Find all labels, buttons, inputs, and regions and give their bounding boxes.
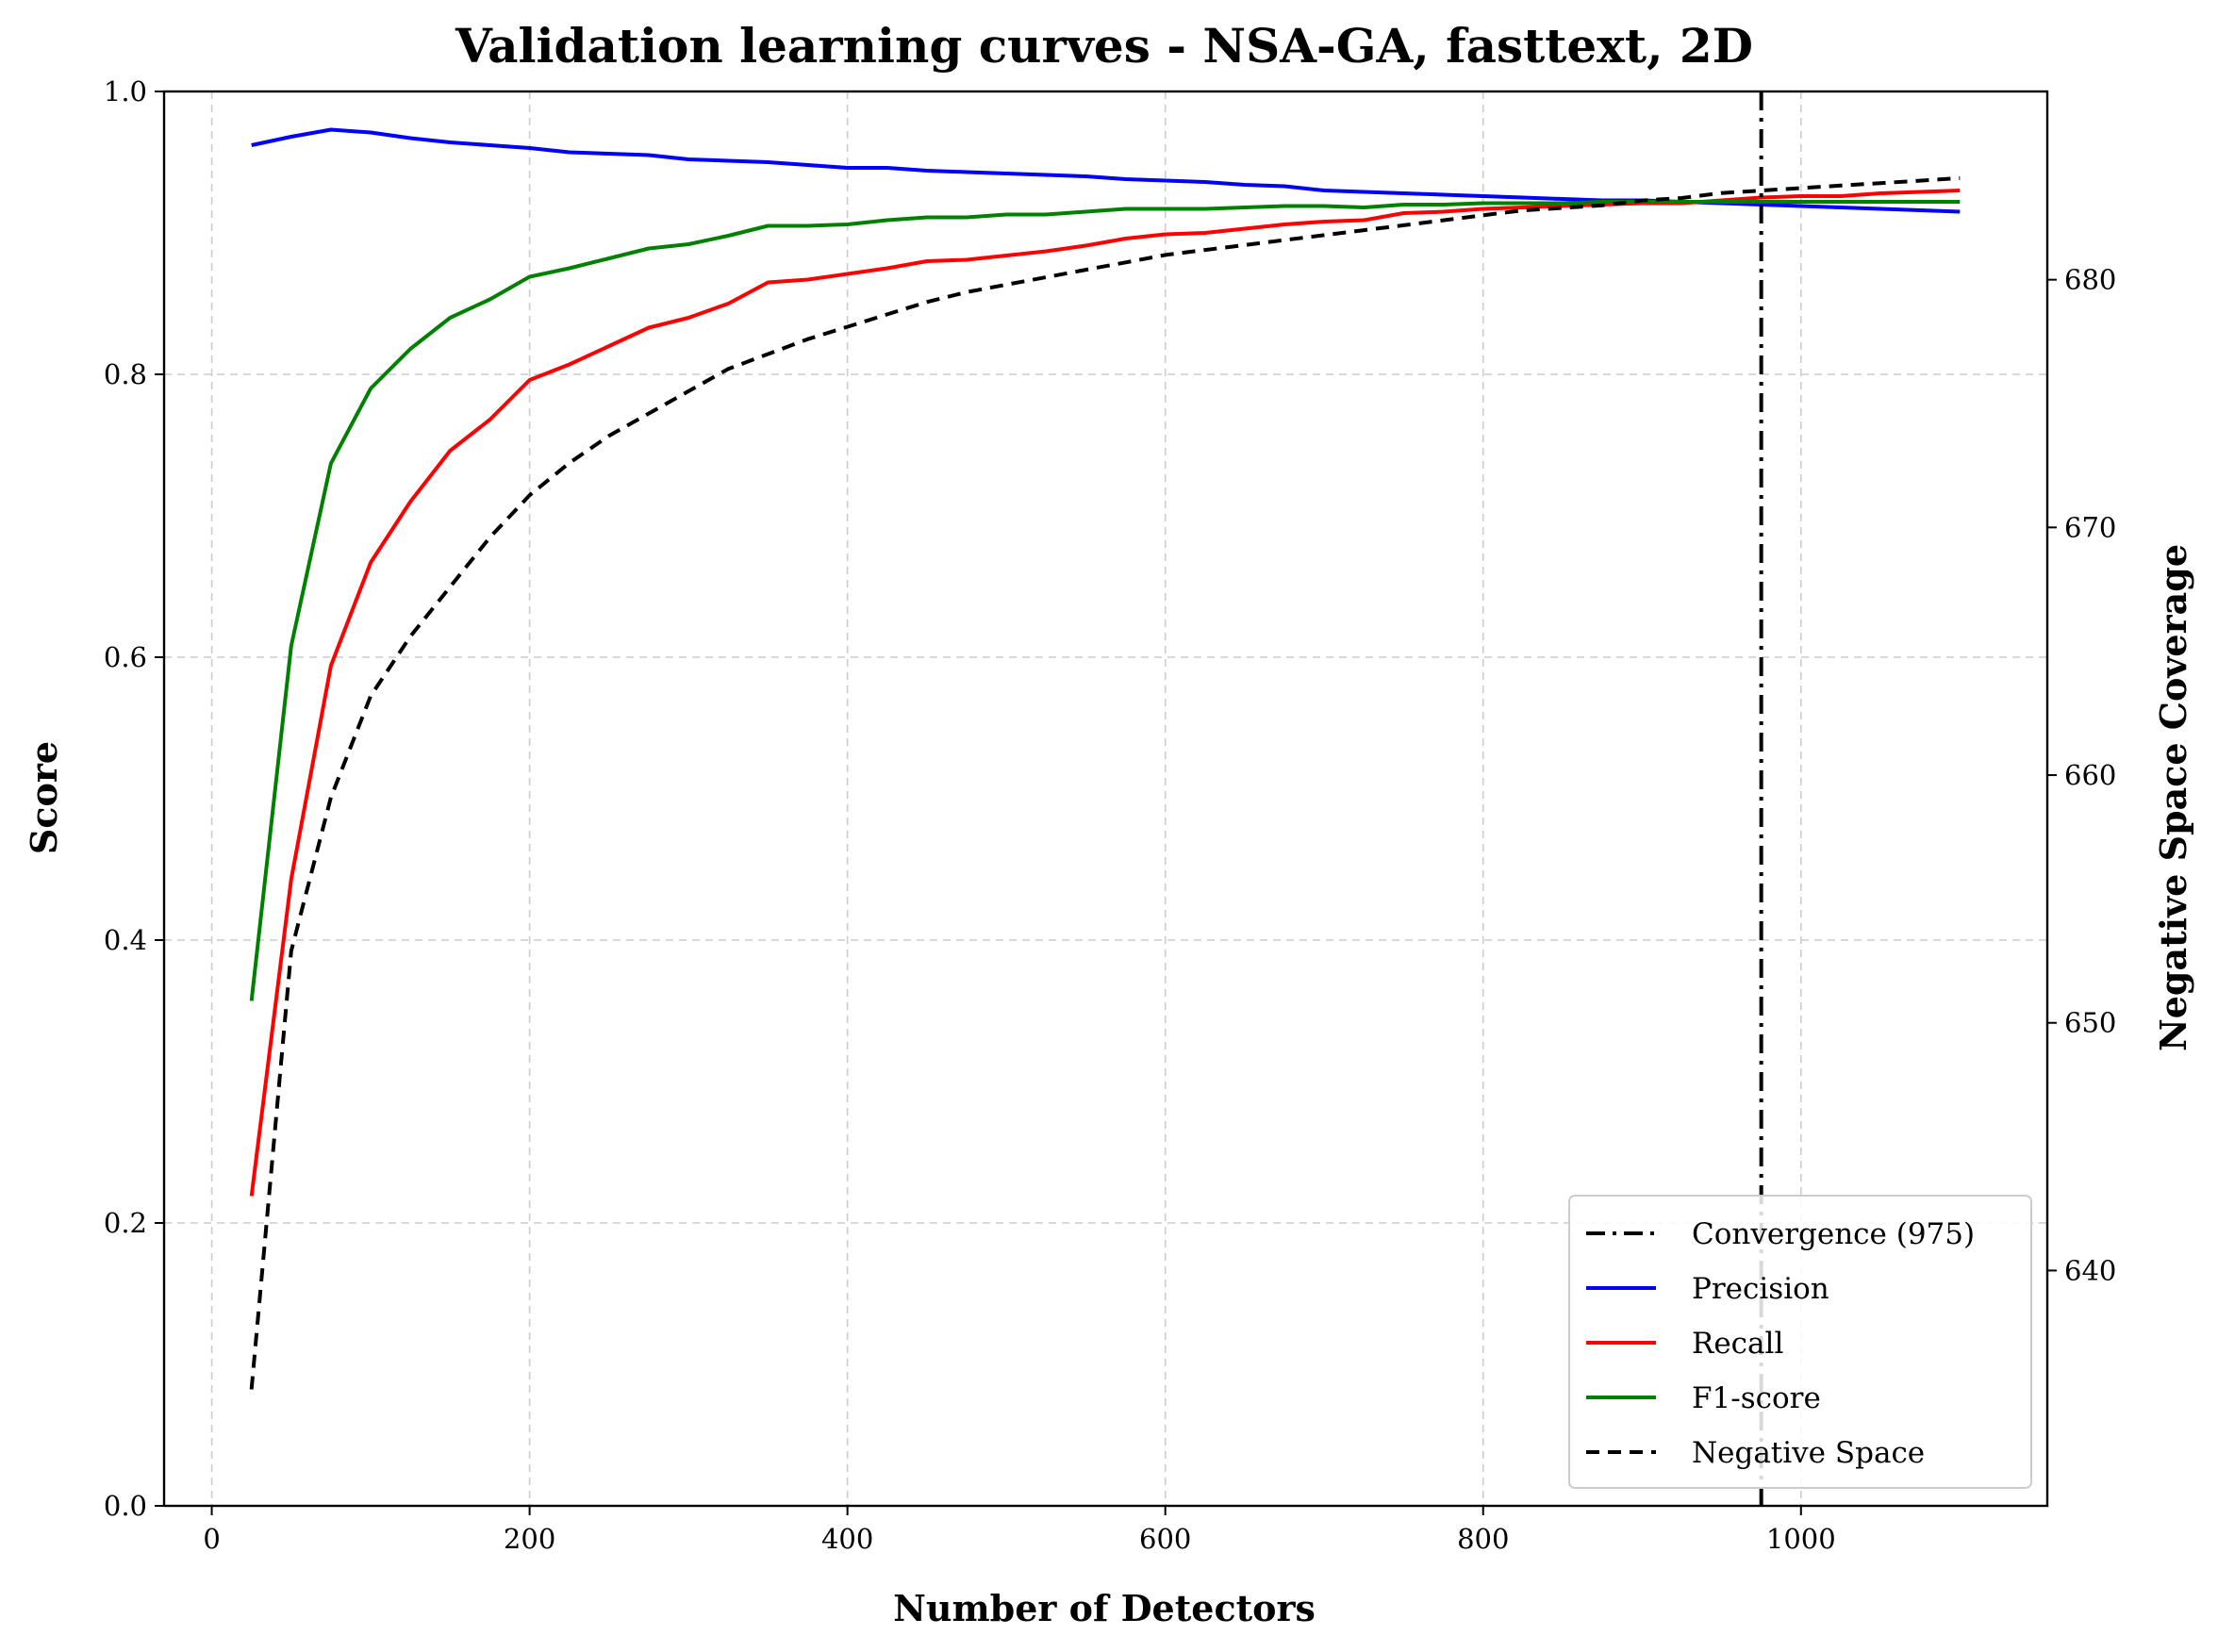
series-line-negative-space xyxy=(249,175,1961,1390)
legend-box xyxy=(1568,1195,2032,1489)
legend-label-convergence-975: Convergence (975) xyxy=(1692,1217,1975,1251)
chart-title: Validation learning curves - NSA-GA, fas… xyxy=(455,18,1753,74)
x-tick-label: 800 xyxy=(1457,1523,1509,1555)
plot-frame xyxy=(162,90,2049,1508)
y-tick-label: 1.0 xyxy=(104,75,147,107)
series-line-f1-score xyxy=(249,200,1961,1001)
y2-tick-label: 650 xyxy=(2064,1007,2116,1039)
legend-label-negative-space: Negative Space xyxy=(1692,1436,1925,1470)
legend-label-precision: Precision xyxy=(1692,1272,1829,1306)
y2-tick-label: 680 xyxy=(2064,264,2116,296)
x-tick-label: 200 xyxy=(504,1523,555,1555)
y-tick-label: 0.6 xyxy=(104,641,147,673)
legend-label-f1-score: F1-score xyxy=(1692,1381,1821,1415)
y-tick-label: 0.2 xyxy=(104,1207,147,1239)
y-tick-label: 0.0 xyxy=(104,1490,147,1522)
y2-tick-label: 660 xyxy=(2064,759,2116,791)
legend-label-recall: Recall xyxy=(1692,1327,1783,1361)
axes: 0 200 400 600 800 1000 0.0 0.2 0.4 0.6 0.8 1.0 640 65… xyxy=(104,75,2116,1555)
x-tick-label: 1000 xyxy=(1766,1523,1836,1555)
x-axis-label: Number of Detectors xyxy=(893,1587,1316,1629)
x-tick-label: 600 xyxy=(1139,1523,1191,1555)
y2-tick-label: 670 xyxy=(2064,511,2116,543)
y-tick-label: 0.4 xyxy=(104,924,147,956)
x-tick-label: 0 xyxy=(203,1523,220,1555)
legend: Convergence (975) Precision Recall F1-score… xyxy=(1568,1195,2032,1489)
y-axis-label: Score xyxy=(23,741,65,854)
y-tick-label: 0.8 xyxy=(104,358,147,390)
x-tick-label: 400 xyxy=(821,1523,873,1555)
y2-axis-label: Negative Space Coverage xyxy=(2152,544,2194,1051)
y2-tick-label: 640 xyxy=(2064,1254,2116,1286)
